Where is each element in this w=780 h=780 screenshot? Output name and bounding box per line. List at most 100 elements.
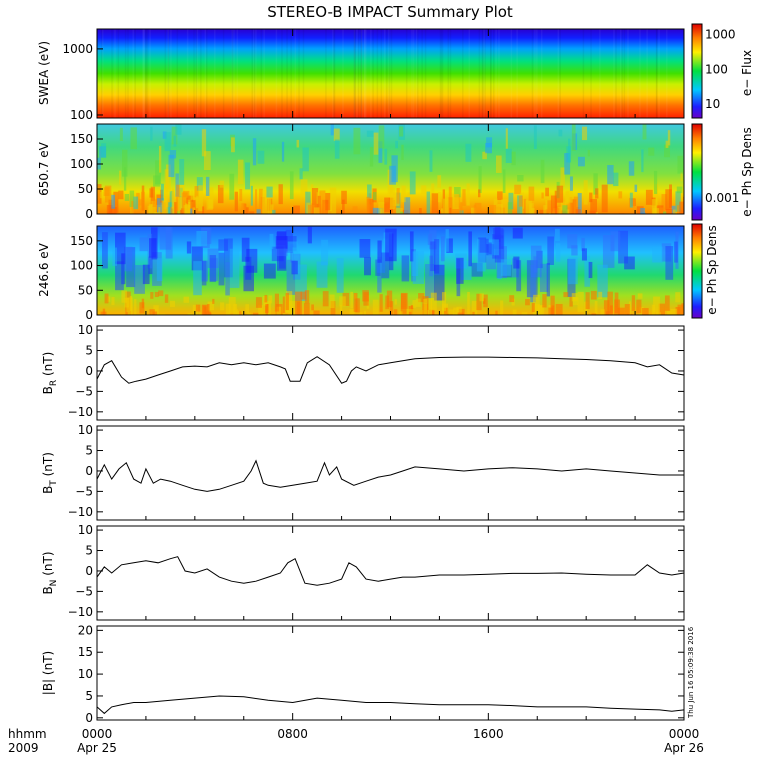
swea-streak (124, 29, 127, 118)
pa650-cell (641, 149, 644, 173)
swea-colorbar-label: e− Flux (740, 50, 754, 96)
swea-streak (365, 29, 367, 118)
pa246-cell (441, 292, 447, 312)
pa650-cell (545, 200, 548, 210)
swea-streak (260, 29, 263, 118)
colorbar-tick-label: 10 (705, 97, 720, 111)
pa650-cell (583, 180, 588, 205)
pa650-cell (666, 209, 673, 214)
pa650-cell (299, 168, 303, 180)
pa246-cell (115, 261, 124, 291)
pa246-cell (339, 296, 346, 307)
pa246-cell (149, 309, 155, 315)
pa246-cell (316, 261, 328, 288)
pa246-cell (158, 290, 164, 297)
pa650-cell (569, 176, 573, 191)
pa650-cell (179, 159, 185, 185)
pa246-cell (628, 301, 631, 315)
pa650-cell (581, 126, 588, 141)
pa246-cell (264, 294, 268, 303)
pa650-cell (311, 188, 319, 214)
pa246-cell (115, 232, 126, 265)
pa246-cell (375, 259, 381, 276)
swea-streak (590, 29, 592, 118)
pa246-cell (399, 311, 403, 315)
pa650-cell (293, 205, 300, 214)
pa246-cell (300, 291, 307, 300)
swea-streak (421, 29, 423, 118)
pa246-cell (209, 255, 217, 282)
pa650-cell (558, 129, 563, 137)
pa650-cell (665, 140, 669, 148)
pa246-cell (488, 239, 499, 256)
pa650-cell (99, 192, 105, 199)
pa650-cell (593, 173, 598, 195)
bt-y-tick-label: −10 (68, 505, 93, 519)
pa650-cell (496, 155, 502, 173)
time-axis-row-label-2: 2009 (8, 741, 39, 755)
pa650-cell (319, 190, 326, 214)
swea-streak (186, 29, 189, 118)
pa650-cell (640, 208, 645, 214)
swea-streak (167, 29, 170, 118)
pa650-cell (485, 143, 492, 154)
pa246-cell (584, 255, 591, 287)
swea-ylabel: SWEA (eV) (37, 41, 51, 105)
pa246-cell (653, 296, 660, 313)
pa246-cell (410, 305, 414, 315)
pa246-cell (569, 296, 573, 307)
plot-title: STEREO-B IMPACT Summary Plot (267, 3, 513, 21)
pa246-cell (467, 291, 470, 315)
pa650-cell (669, 184, 672, 208)
pa246-cell (674, 241, 678, 263)
swea-y-axis: 1000 100 (62, 42, 103, 122)
pa246-cell (554, 228, 560, 241)
pa650-cell (241, 203, 246, 214)
pa246-cell (164, 294, 169, 303)
bmag-y-tick-label: 10 (78, 667, 93, 681)
swea-streak (231, 29, 234, 118)
br-y-tick-label: 5 (85, 344, 93, 358)
bn-y-tick-label: −5 (75, 584, 93, 598)
pa650-cell (123, 167, 127, 191)
swea-streak (370, 29, 372, 118)
pa246-cell (330, 301, 336, 315)
pa246-cell (516, 260, 522, 292)
pa246-cell (336, 258, 344, 293)
swea-streak (143, 29, 146, 118)
pa650-cell (511, 151, 516, 166)
pa246-cell (577, 291, 584, 313)
pa650-cell (489, 204, 497, 214)
pa650-cell (628, 161, 635, 176)
pa650-cell (179, 184, 185, 197)
magnetic-field-panels: 10 5 0 −5 −10 BR (nT) 10 5 0 −5 −10 BT (nT) 10 5 0 −5 −1… (41, 323, 685, 725)
pa650-cell (154, 211, 161, 214)
pa650-cell (108, 210, 112, 214)
pa650-cell (426, 191, 431, 214)
pa246-cell (493, 228, 504, 239)
pa650-cell (389, 187, 395, 210)
pa246-cell (342, 292, 350, 306)
pa650-cell (113, 191, 119, 213)
swea-streak (231, 29, 233, 118)
swea-streak (101, 29, 103, 118)
bt-line (96, 459, 684, 492)
pa650-cell (289, 171, 294, 200)
pa650-cell (541, 192, 544, 199)
swea-streak (342, 29, 344, 118)
pa246-cell (513, 256, 520, 269)
pa246-cell (618, 314, 625, 315)
pa650-cell (171, 126, 178, 145)
pa246-cell (486, 255, 496, 270)
pa246-cell (183, 296, 190, 303)
pa650-cell (522, 208, 527, 214)
bmag-y-tick-label: 20 (78, 623, 93, 637)
pa246-cell (423, 298, 428, 315)
swea-streak (482, 29, 484, 118)
pa650-cell (507, 202, 513, 214)
pa650-cell (473, 204, 477, 214)
swea-streak (111, 29, 113, 118)
pa246-cell (540, 263, 549, 292)
pa246-cell (677, 304, 684, 314)
pa650-cell (607, 165, 614, 185)
